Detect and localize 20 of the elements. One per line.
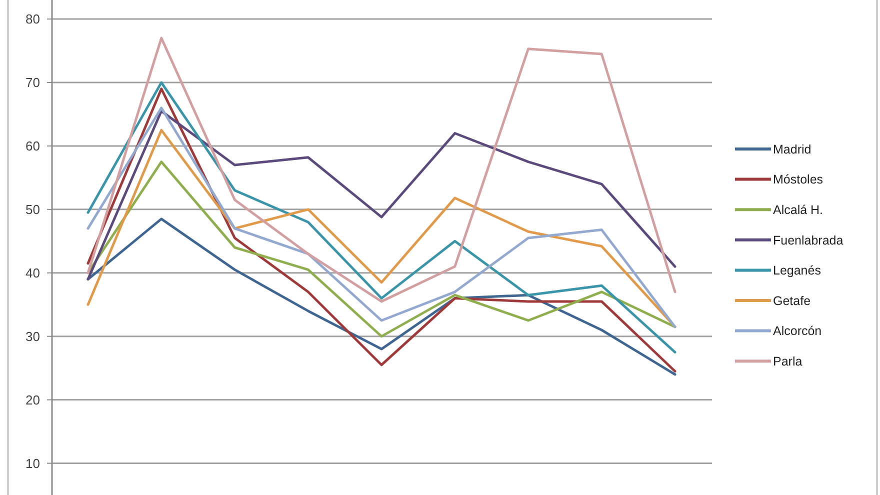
legend-label: Leganés (773, 264, 821, 278)
line-series (86, 160, 676, 338)
y-tick-label: 50 (26, 202, 40, 217)
y-tick-label: 10 (26, 456, 40, 471)
legend-label: Getafe (773, 294, 811, 308)
y-tick-label: 70 (26, 75, 40, 90)
line-series (86, 218, 676, 376)
y-tick-label: 20 (26, 392, 40, 408)
legend-label: Madrid (773, 142, 812, 156)
y-tick-label: 40 (26, 265, 40, 280)
legend-label: Parla (773, 354, 802, 368)
y-tick-label: 80 (26, 12, 40, 27)
y-tick-label: 60 (26, 138, 40, 154)
legend-label: Alcalá H. (773, 202, 824, 217)
line-series (86, 36, 676, 303)
legend-label: Alcorcón (773, 324, 822, 338)
line-series (86, 110, 676, 280)
legend-label: Fuenlabrada (773, 233, 844, 248)
legend-label: Móstoles (773, 172, 824, 187)
y-tick-label: 30 (26, 328, 40, 344)
